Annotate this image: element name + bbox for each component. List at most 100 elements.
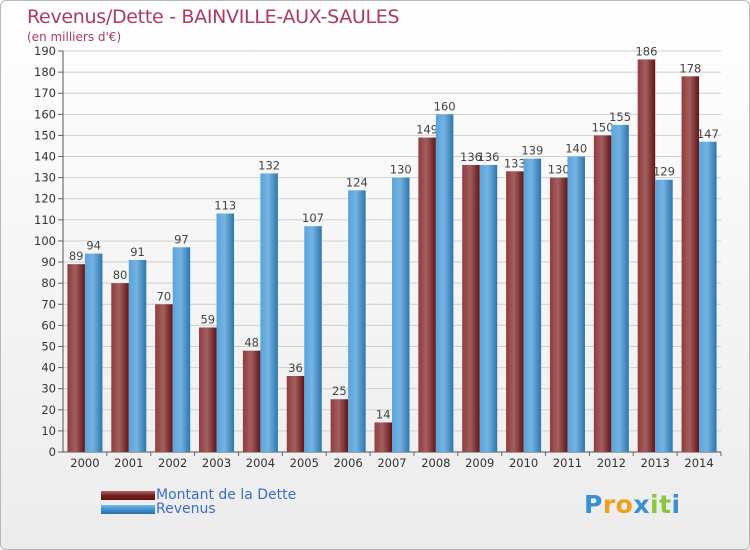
logo-letter: P bbox=[584, 490, 603, 519]
data-label-revenus: 129 bbox=[653, 165, 675, 179]
y-tick-label: 130 bbox=[34, 171, 56, 185]
x-tick-label: 2010 bbox=[509, 456, 538, 470]
y-tick-label: 170 bbox=[34, 86, 56, 100]
bar-dette bbox=[155, 304, 173, 452]
bar-revenus bbox=[523, 158, 542, 452]
logo-letter: o bbox=[615, 490, 634, 519]
bar-dette bbox=[242, 350, 261, 452]
y-tick-label: 70 bbox=[41, 297, 56, 311]
proxiti-logo: Proxiti bbox=[584, 490, 681, 519]
bar-dette bbox=[286, 376, 305, 452]
x-tick-label: 2001 bbox=[114, 456, 143, 470]
data-label-dette: 130 bbox=[548, 163, 570, 177]
bar-revenus bbox=[611, 124, 629, 453]
data-label-dette: 80 bbox=[113, 268, 128, 282]
chart-subtitle: (en milliers d'€) bbox=[27, 30, 122, 44]
x-tick-label: 2000 bbox=[70, 456, 99, 470]
data-label-dette: 36 bbox=[288, 361, 303, 375]
data-label-dette: 186 bbox=[635, 44, 657, 58]
bar-revenus bbox=[260, 173, 278, 452]
data-label-revenus: 124 bbox=[346, 175, 368, 189]
data-label-revenus: 132 bbox=[258, 158, 280, 172]
data-label-revenus: 139 bbox=[521, 144, 543, 158]
data-label-revenus: 130 bbox=[390, 163, 412, 177]
bar-revenus bbox=[128, 259, 147, 452]
legend-item-revenus: Revenus bbox=[101, 501, 401, 517]
bar-dette bbox=[374, 422, 392, 452]
data-label-revenus: 113 bbox=[214, 199, 236, 213]
logo-letter: t bbox=[659, 490, 672, 519]
y-tick-label: 30 bbox=[41, 382, 56, 396]
bar-revenus bbox=[567, 156, 585, 453]
bar-dette bbox=[637, 59, 656, 452]
data-label-dette: 48 bbox=[244, 336, 259, 350]
bar-revenus bbox=[435, 114, 454, 452]
y-tick-label: 190 bbox=[34, 44, 56, 58]
x-tick-label: 2007 bbox=[377, 456, 406, 470]
bar-dette bbox=[199, 327, 217, 452]
bar-revenus bbox=[699, 141, 717, 452]
data-label-dette: 25 bbox=[332, 384, 347, 398]
data-label-revenus: 155 bbox=[609, 110, 631, 124]
data-label-dette: 149 bbox=[416, 123, 438, 137]
y-tick-label: 100 bbox=[34, 234, 56, 248]
y-tick-label: 10 bbox=[41, 424, 56, 438]
y-tick-label: 90 bbox=[41, 255, 56, 269]
data-label-revenus: 97 bbox=[174, 232, 189, 246]
bar-dette bbox=[593, 135, 612, 452]
y-tick-label: 110 bbox=[34, 213, 56, 227]
y-tick-label: 40 bbox=[41, 361, 56, 375]
legend-swatch-dette bbox=[101, 491, 155, 500]
y-tick-label: 120 bbox=[34, 192, 56, 206]
y-tick-label: 80 bbox=[41, 276, 56, 290]
data-label-dette: 133 bbox=[504, 156, 526, 170]
bar-dette bbox=[506, 171, 524, 453]
y-tick-label: 60 bbox=[41, 318, 56, 332]
data-label-revenus: 94 bbox=[86, 239, 101, 253]
data-label-dette: 178 bbox=[679, 61, 701, 75]
y-tick-label: 180 bbox=[34, 65, 56, 79]
y-tick-label: 50 bbox=[41, 339, 56, 353]
data-label-revenus: 147 bbox=[697, 127, 719, 141]
x-tick-label: 2004 bbox=[246, 456, 275, 470]
x-tick-label: 2002 bbox=[158, 456, 187, 470]
bar-dette bbox=[67, 264, 85, 452]
data-label-revenus: 160 bbox=[434, 99, 456, 113]
x-tick-label: 2006 bbox=[333, 456, 362, 470]
bar-revenus bbox=[479, 164, 498, 452]
data-label-revenus: 107 bbox=[302, 211, 324, 225]
y-tick-label: 20 bbox=[41, 403, 56, 417]
data-label-revenus: 136 bbox=[478, 150, 500, 164]
bar-revenus bbox=[392, 177, 410, 452]
data-label-revenus: 91 bbox=[130, 245, 145, 259]
x-tick-label: 2008 bbox=[421, 456, 450, 470]
logo-letter: x bbox=[633, 490, 650, 519]
y-tick-label: 150 bbox=[34, 128, 56, 142]
bar-dette bbox=[111, 283, 129, 452]
legend-swatch-revenus bbox=[101, 505, 155, 514]
x-tick-label: 2013 bbox=[641, 456, 670, 470]
x-tick-label: 2012 bbox=[597, 456, 626, 470]
x-tick-label: 2005 bbox=[290, 456, 319, 470]
data-label-dette: 136 bbox=[460, 150, 482, 164]
legend-label-revenus: Revenus bbox=[156, 501, 216, 517]
x-tick-label: 2009 bbox=[465, 456, 494, 470]
bar-dette bbox=[549, 177, 568, 452]
x-tick-label: 2014 bbox=[684, 456, 713, 470]
data-label-dette: 89 bbox=[69, 249, 84, 263]
logo-letter: r bbox=[602, 490, 616, 519]
bar-revenus bbox=[172, 247, 191, 452]
legend-label-dette: Montant de la Dette bbox=[156, 487, 297, 503]
bar-dette bbox=[330, 399, 349, 452]
chart-title: Revenus/Dette - BAINVILLE-AUX-SAULES bbox=[27, 6, 400, 28]
bar-dette bbox=[418, 137, 436, 452]
bar-dette bbox=[462, 164, 480, 452]
x-tick-label: 2011 bbox=[553, 456, 582, 470]
data-label-dette: 150 bbox=[592, 120, 614, 134]
data-label-dette: 70 bbox=[157, 289, 172, 303]
logo-letter: i bbox=[650, 490, 660, 519]
legend-item-dette: Montant de la Dette bbox=[101, 487, 401, 503]
bar-revenus bbox=[216, 213, 235, 452]
